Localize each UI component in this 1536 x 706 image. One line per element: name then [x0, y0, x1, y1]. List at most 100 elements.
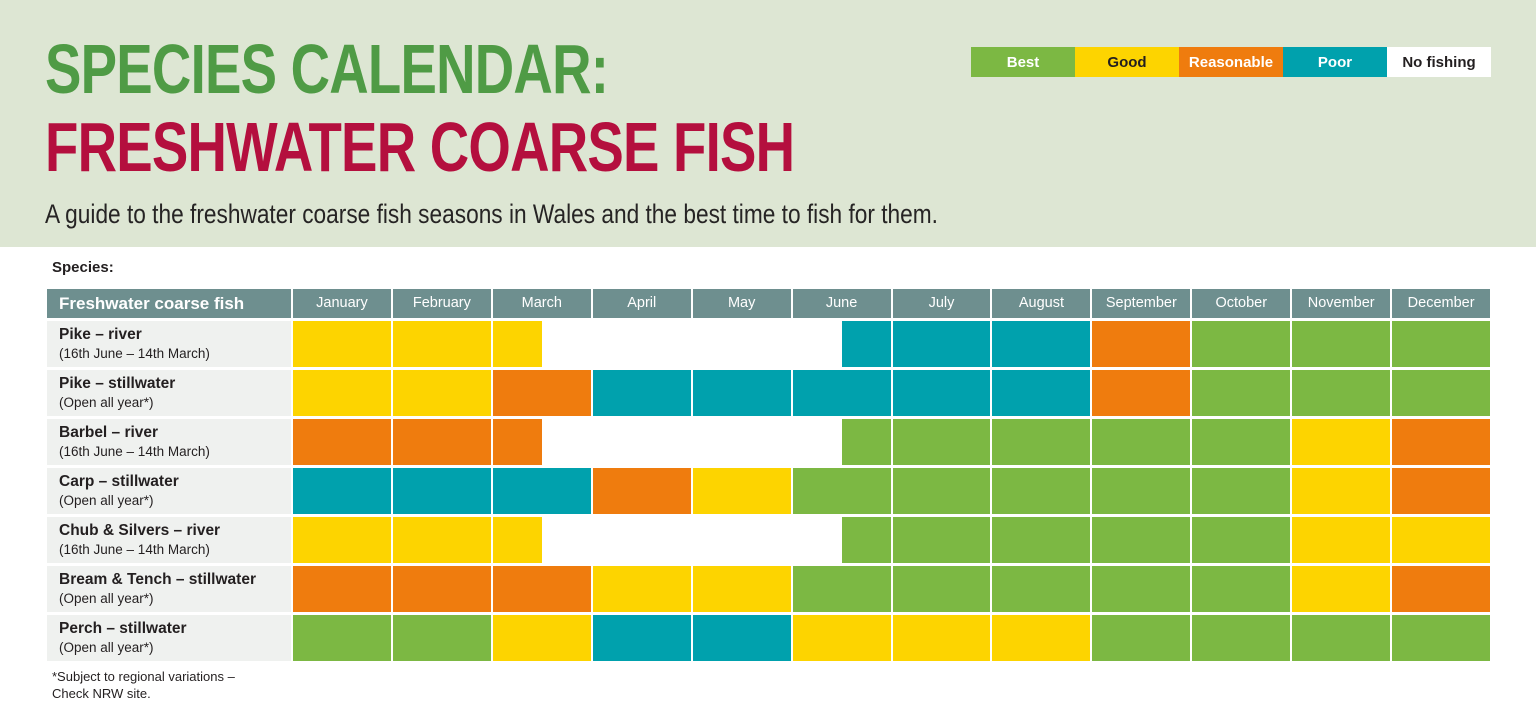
month-cell	[1192, 370, 1291, 416]
month-cell	[692, 419, 791, 465]
species-label-cell: Pike – stillwater (Open all year*)	[47, 370, 291, 416]
month-cell	[1192, 419, 1291, 465]
species-label-cell: Chub & Silvers – river (16th June – 14th …	[47, 517, 291, 563]
month-cell	[293, 615, 391, 661]
month-cell	[392, 566, 491, 612]
month-cell	[1192, 517, 1291, 563]
species-season: (Open all year*)	[59, 640, 154, 655]
column-header-november: November	[1292, 289, 1391, 318]
page-title-line2: FRESHWATER COARSE FISH	[45, 108, 795, 186]
month-cell	[1392, 615, 1491, 661]
footnote-line1: *Subject to regional variations –	[52, 669, 235, 684]
species-calendar-table: Freshwater coarse fish January February Ma…	[47, 289, 1491, 661]
month-cell	[892, 321, 991, 367]
legend: Best Good Reasonable Poor No fishing	[971, 47, 1491, 77]
column-header-october: October	[1192, 289, 1291, 318]
table-row: Bream & Tench – stillwater (Open all year…	[47, 566, 1491, 612]
month-cell	[1292, 566, 1391, 612]
month-cell	[1292, 419, 1391, 465]
species-name: Perch – stillwater	[59, 620, 187, 637]
page-title: SPECIES CALENDAR: FRESHWATER COARSE FISH	[45, 30, 795, 186]
column-header-february: February	[392, 289, 491, 318]
month-cell	[892, 419, 991, 465]
month-cell	[892, 615, 991, 661]
month-cell	[892, 566, 991, 612]
column-header-july: July	[892, 289, 991, 318]
legend-item-best: Best	[971, 47, 1075, 77]
footnote-line2: Check NRW site.	[52, 686, 151, 701]
month-cell	[1392, 517, 1491, 563]
page-subtitle: A guide to the freshwater coarse fish se…	[45, 199, 938, 229]
month-cell	[1392, 419, 1491, 465]
species-label-cell: Carp – stillwater (Open all year*)	[47, 468, 291, 514]
month-cell	[792, 566, 891, 612]
month-cell	[792, 468, 891, 514]
table-header-row: Freshwater coarse fish January February Ma…	[47, 289, 1491, 318]
month-cell	[492, 615, 591, 661]
column-header-march: March	[492, 289, 591, 318]
species-season: (16th June – 14th March)	[59, 542, 210, 557]
month-cell	[592, 370, 691, 416]
month-cell	[492, 468, 591, 514]
month-cell	[492, 419, 591, 465]
month-cell	[1392, 468, 1491, 514]
month-cell	[792, 615, 891, 661]
month-cell	[592, 419, 691, 465]
table-row: Perch – stillwater (Open all year*)	[47, 615, 1491, 661]
month-cell	[992, 615, 1091, 661]
legend-item-reasonable: Reasonable	[1179, 47, 1283, 77]
month-cell	[293, 419, 391, 465]
month-cell	[692, 370, 791, 416]
month-cell	[1292, 321, 1391, 367]
legend-item-none: No fishing	[1387, 47, 1491, 77]
month-cell	[392, 517, 491, 563]
month-cell	[692, 566, 791, 612]
month-cell	[392, 468, 491, 514]
month-cell	[1192, 321, 1291, 367]
legend-item-good: Good	[1075, 47, 1179, 77]
month-cell	[293, 321, 391, 367]
table-row: Chub & Silvers – river (16th June – 14th …	[47, 517, 1491, 563]
month-cell	[1192, 468, 1291, 514]
species-caption: Species:	[52, 259, 114, 276]
species-season: (Open all year*)	[59, 493, 154, 508]
month-cell	[392, 370, 491, 416]
column-header-june: June	[792, 289, 891, 318]
column-header-january: January	[293, 289, 391, 318]
month-cell	[293, 468, 391, 514]
month-cell	[792, 517, 891, 563]
month-cell	[1292, 517, 1391, 563]
month-cell	[692, 321, 791, 367]
column-header-december: December	[1392, 289, 1491, 318]
month-cell	[1092, 370, 1191, 416]
month-cell	[293, 370, 391, 416]
month-cell	[792, 419, 891, 465]
species-name: Barbel – river	[59, 424, 159, 441]
month-cell	[792, 321, 891, 367]
month-cell	[592, 321, 691, 367]
month-cell	[1092, 468, 1191, 514]
month-cell	[892, 517, 991, 563]
table-row: Carp – stillwater (Open all year*)	[47, 468, 1491, 514]
month-cell	[1092, 321, 1191, 367]
month-cell	[492, 566, 591, 612]
month-cell	[1392, 321, 1491, 367]
month-cell	[1092, 517, 1191, 563]
month-cell	[1292, 370, 1391, 416]
species-season: (Open all year*)	[59, 591, 154, 606]
month-cell	[992, 321, 1091, 367]
month-cell	[592, 566, 691, 612]
species-name: Bream & Tench – stillwater	[59, 571, 256, 588]
month-cell	[892, 468, 991, 514]
month-cell	[692, 468, 791, 514]
footnote: *Subject to regional variations – Check …	[52, 668, 235, 702]
month-cell	[592, 517, 691, 563]
month-cell	[992, 468, 1091, 514]
table-row: Pike – river (16th June – 14th March)	[47, 321, 1491, 367]
month-cell	[1192, 566, 1291, 612]
species-label-cell: Barbel – river (16th June – 14th March)	[47, 419, 291, 465]
month-cell	[992, 517, 1091, 563]
month-cell	[1392, 566, 1491, 612]
month-cell	[1092, 566, 1191, 612]
month-cell	[592, 468, 691, 514]
